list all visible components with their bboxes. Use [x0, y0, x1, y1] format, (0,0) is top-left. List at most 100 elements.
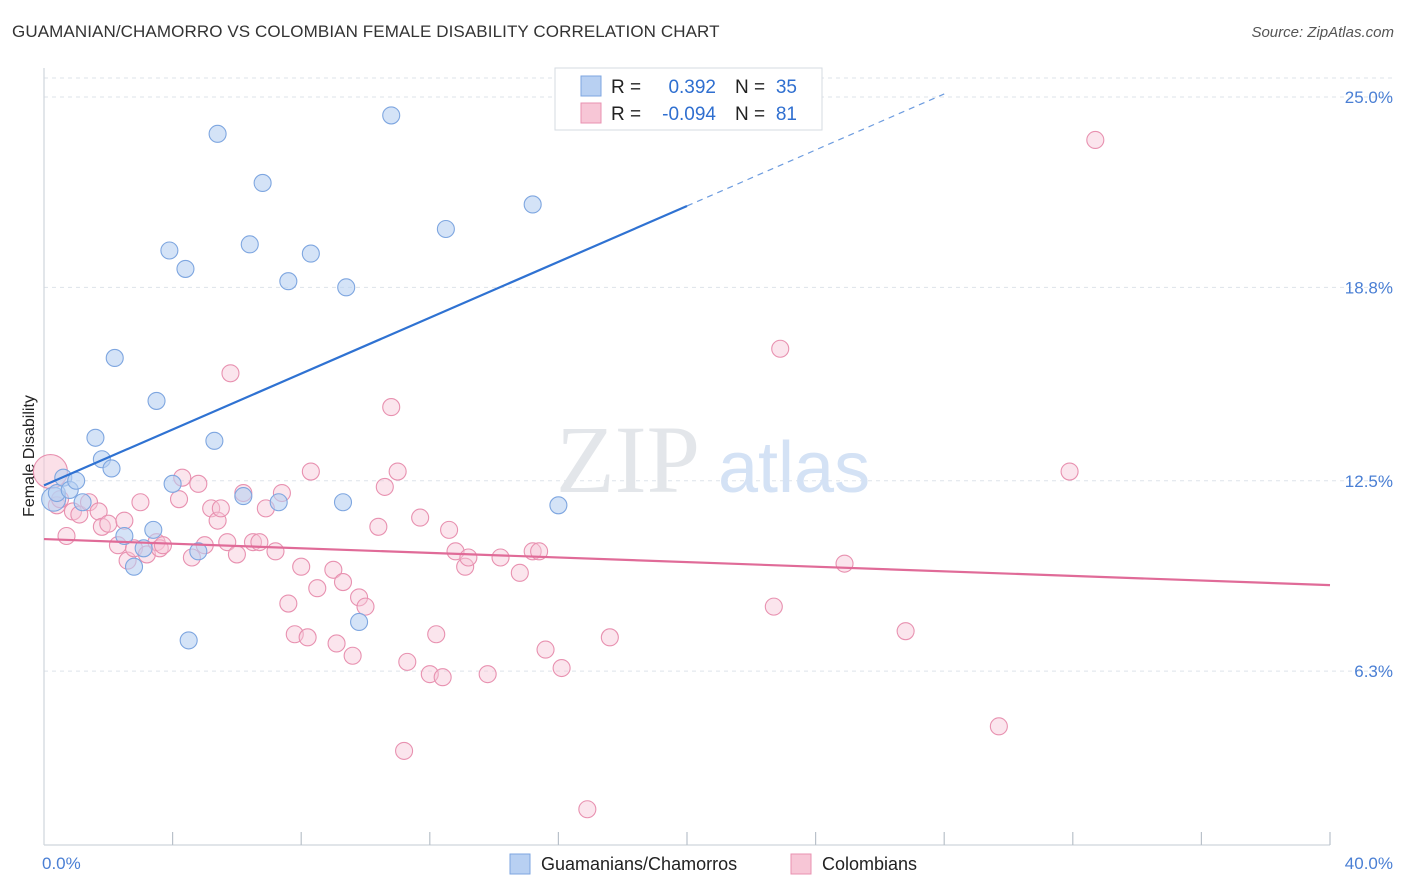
bottom-legend-label-1: Guamanians/Chamorros [541, 854, 737, 874]
bottom-legend-label-2: Colombians [822, 854, 917, 874]
guamanians-point [333, 493, 353, 512]
x-tick-max: 40.0% [1345, 854, 1393, 873]
x-axis-ticks [172, 832, 1331, 845]
guamanians-point [240, 235, 259, 254]
colombians-point [308, 579, 327, 598]
guamanians-point [160, 241, 179, 260]
guamanians-point [205, 431, 224, 450]
guamanians-point [253, 173, 272, 193]
guamanians-point [382, 106, 401, 125]
colombians-point [221, 364, 240, 383]
colombians-point [333, 573, 353, 592]
watermark: ZIP atlas [556, 406, 870, 513]
colombians-point [211, 499, 230, 518]
guamanians-point [523, 195, 542, 214]
colombians-point [835, 554, 854, 573]
colombians-point [510, 563, 529, 582]
colombians-point [99, 514, 118, 533]
colombians-point [433, 668, 452, 687]
colombians-point [459, 548, 478, 567]
guamanians-point [189, 542, 208, 561]
colombians-point [131, 493, 150, 512]
bottom-legend-swatch-pink [790, 853, 812, 875]
chart-title: GUAMANIAN/CHAMORRO VS COLOMBIAN FEMALE D… [12, 22, 720, 41]
legend-n-value-2: 81 [776, 104, 797, 125]
guamanians-point [115, 526, 134, 546]
colombians-trend-line [43, 537, 1331, 587]
colombians-point [115, 511, 134, 530]
guamanians-point [279, 272, 298, 291]
colombians-point [536, 640, 555, 659]
legend-r-label-1: R = [611, 77, 641, 98]
guamanians-point [86, 428, 105, 447]
y-axis-label: Female Disability [21, 395, 38, 517]
colombians-point [89, 502, 108, 521]
guamanians-point [105, 348, 124, 368]
colombians-point [440, 520, 459, 539]
watermark-atlas: atlas [718, 428, 870, 508]
y-tick-label: 6.3% [1354, 662, 1393, 681]
colombians-point [1086, 130, 1105, 150]
x-tick-min: 0.0% [42, 854, 81, 873]
colombians-point [989, 717, 1008, 736]
y-tick-label: 25.0% [1345, 88, 1393, 107]
y-axis-tick-labels: 6.3% 12.5% 18.8% 25.0% [1345, 88, 1393, 681]
colombians-point [478, 665, 497, 684]
colombians-point [350, 588, 369, 607]
colombians-point [227, 545, 246, 564]
y-tick-label: 12.5% [1345, 472, 1393, 491]
source-label: Source: ZipAtlas.com [1251, 24, 1394, 41]
legend-r-value-1: 0.392 [668, 77, 716, 98]
colombians-point [153, 536, 173, 555]
guamanians-point [350, 612, 369, 632]
legend-n-label-1: N = [735, 77, 765, 98]
y-tick-label: 18.8% [1345, 278, 1393, 297]
colombians-point [764, 597, 783, 616]
legend-r-label-2: R = [611, 104, 641, 125]
legend-swatch-blue [580, 75, 602, 97]
guamanians-points [41, 106, 568, 650]
colombians-point [266, 542, 285, 561]
colombians-point [298, 628, 317, 647]
legend-n-value-1: 35 [776, 77, 797, 98]
legend-r-value-2: -0.094 [662, 104, 716, 125]
colombians-point [189, 474, 208, 493]
colombians-point [427, 625, 446, 644]
guamanians-point [124, 557, 144, 576]
guamanians-point [269, 493, 288, 512]
colombians-point [279, 594, 298, 613]
guamanians-point [549, 496, 568, 515]
guamanians-point [234, 487, 253, 506]
guamanians-trend-line [43, 204, 688, 487]
colombians-point [169, 490, 189, 509]
gridlines [44, 77, 1394, 672]
colombians-point [398, 652, 417, 671]
colombians-point [771, 339, 790, 358]
guamanians-point [144, 520, 163, 539]
colombians-point [388, 462, 407, 481]
colombians-point [578, 800, 597, 819]
trend-lines [43, 93, 1331, 587]
colombians-point [552, 658, 571, 678]
colombians-point [896, 622, 915, 641]
colombians-point [356, 597, 375, 616]
colombians-point [395, 741, 414, 760]
guamanians-point [147, 391, 166, 410]
colombians-point [324, 560, 343, 579]
colombians-point [1060, 462, 1079, 481]
colombians-point [600, 628, 619, 647]
colombians-point [411, 508, 430, 527]
legend-swatch-pink [580, 102, 602, 124]
guamanians-point [208, 124, 227, 143]
colombians-point [57, 526, 76, 546]
colombians-point [301, 462, 320, 481]
guamanians-point [301, 244, 320, 263]
guamanians-point [163, 474, 182, 493]
guamanians-point [179, 631, 198, 650]
guamanians-trend-extension [686, 93, 945, 207]
colombians-point [343, 646, 362, 665]
correlation-legend: R = 0.392 N = 35 R = -0.094 N = 81 [554, 67, 823, 131]
colombians-point [375, 477, 394, 496]
colombians-point [491, 548, 510, 567]
